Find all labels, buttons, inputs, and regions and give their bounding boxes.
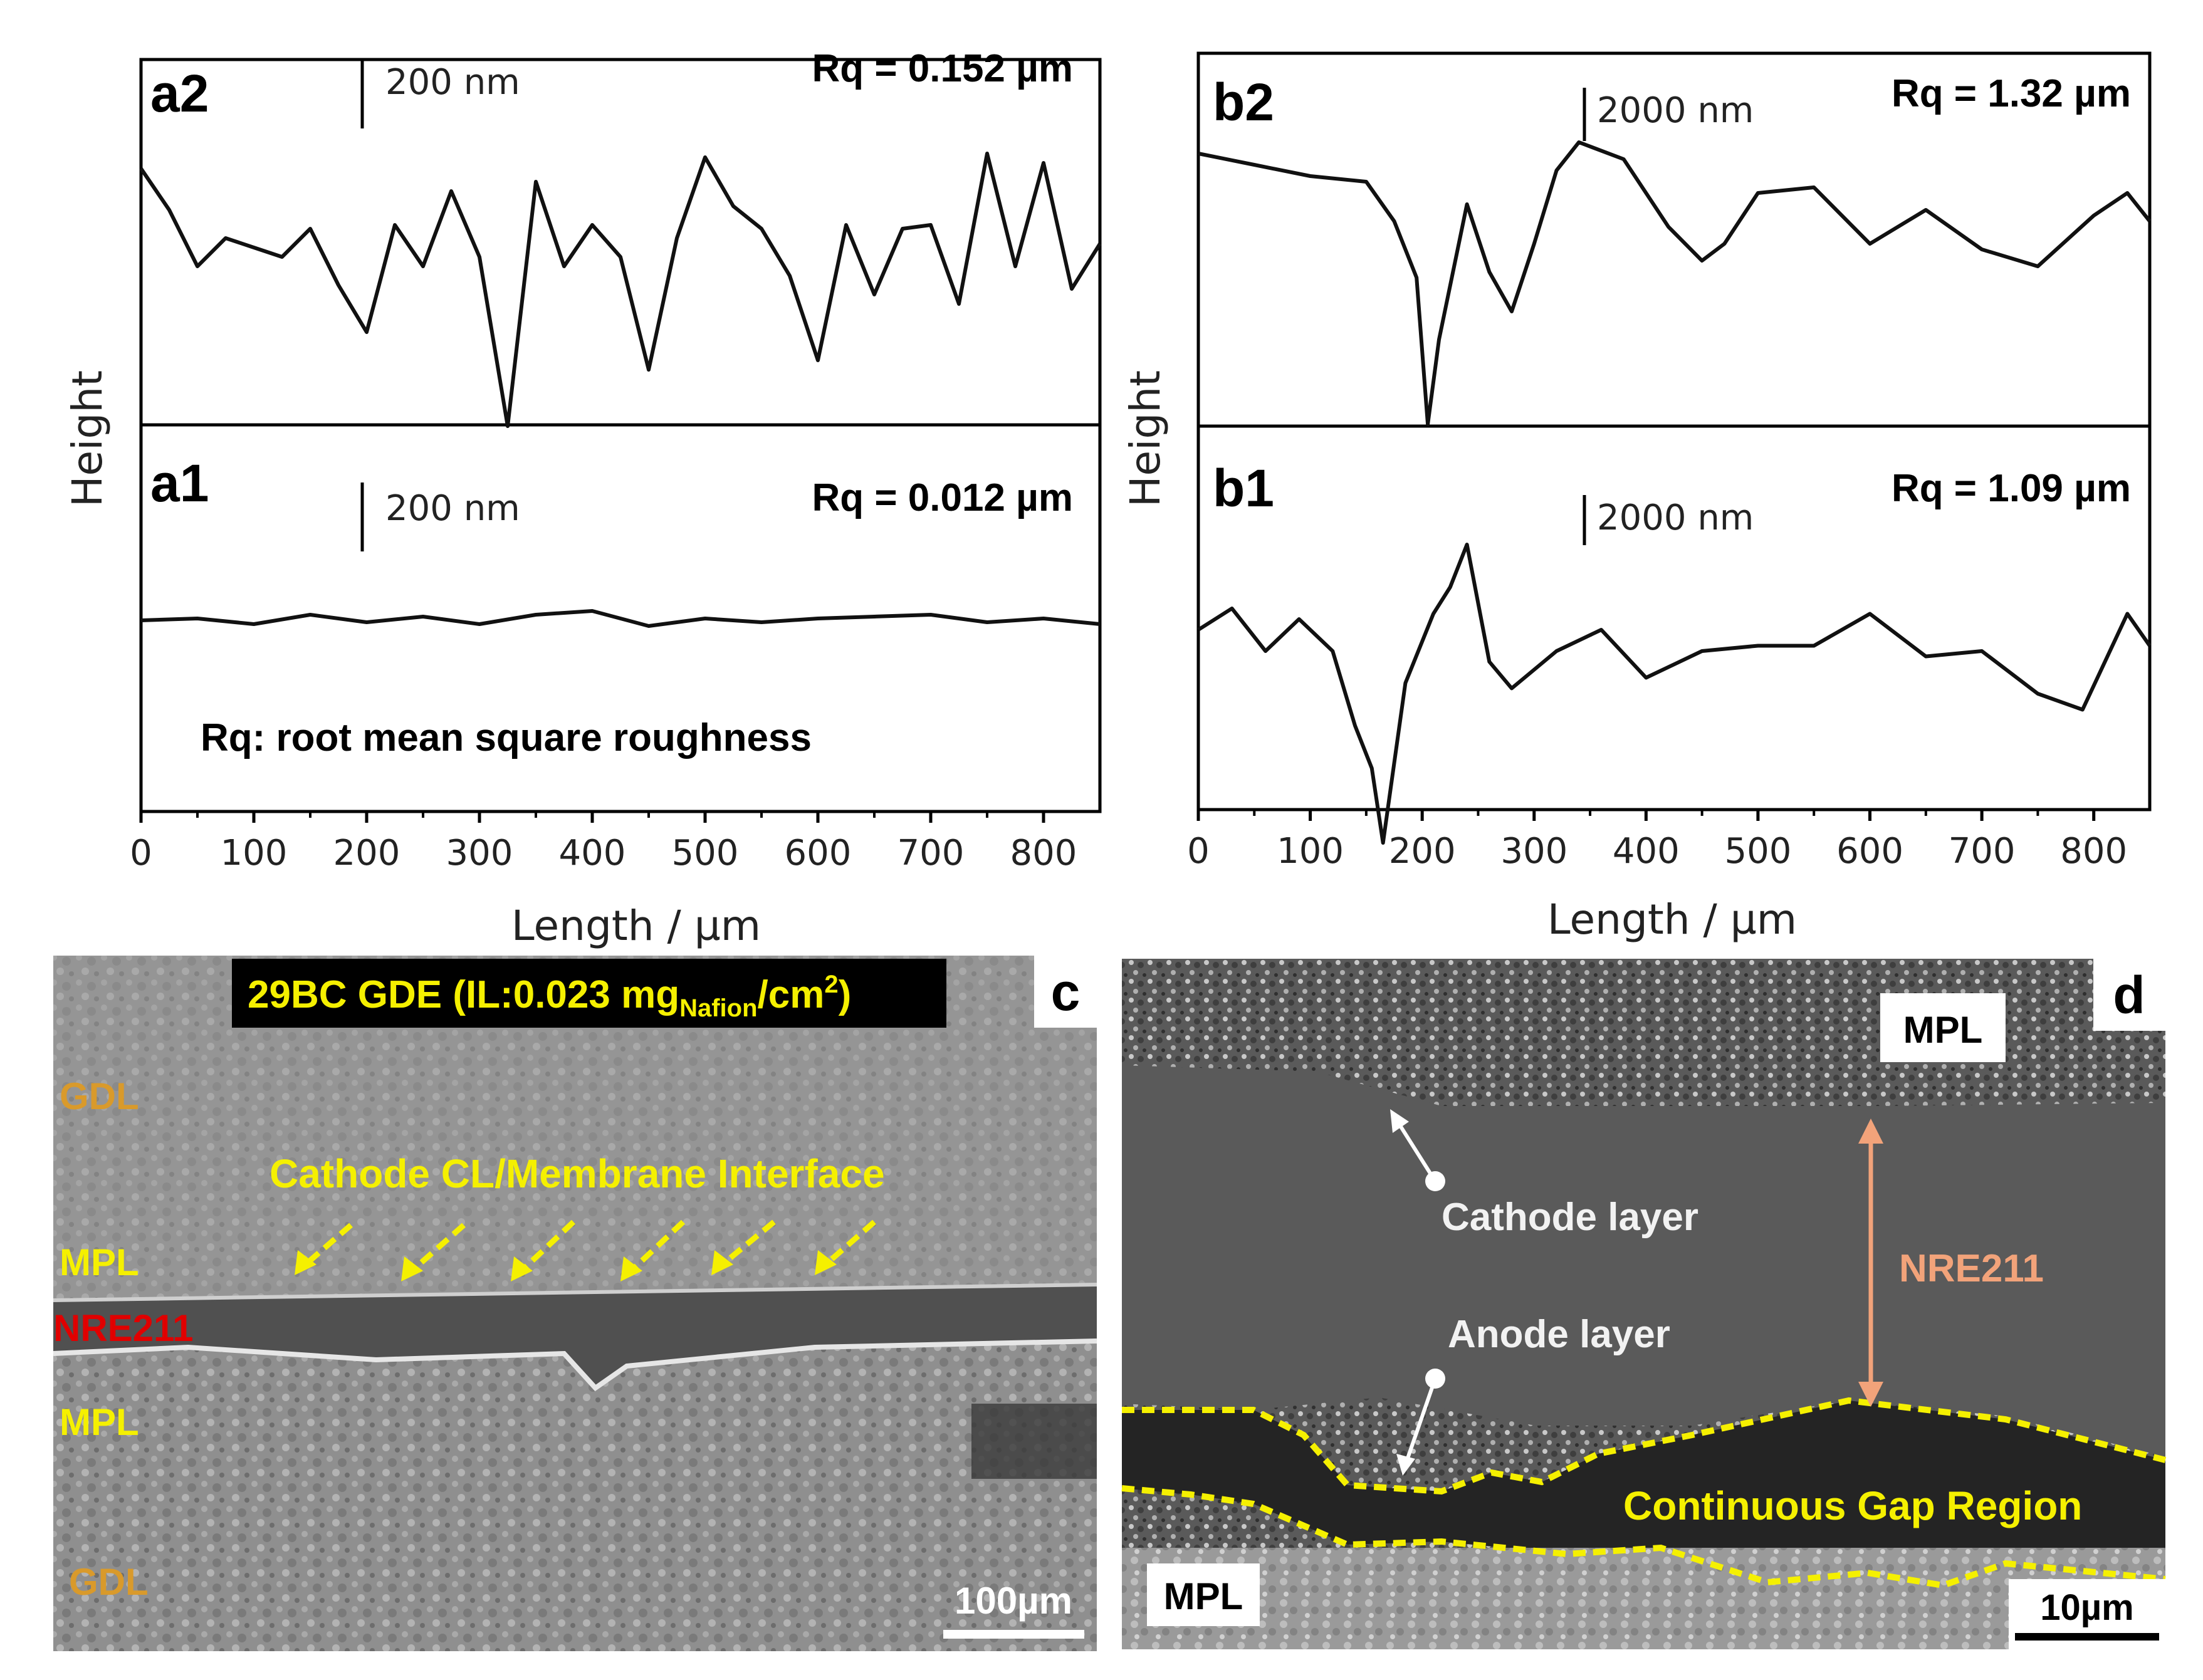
sem-d-gap-label: Continuous Gap Region	[1623, 1483, 2082, 1528]
sem-c-gdl-top: GDL	[60, 1075, 139, 1117]
x-tick-label: 300	[1500, 831, 1567, 872]
sem-d-mpl-bottom: MPL	[1164, 1575, 1243, 1617]
sem-c-interface-label: Cathode CL/Membrane Interface	[269, 1151, 885, 1196]
sem-d-scale-label: 10µm	[2040, 1587, 2134, 1628]
series-line-b1	[1197, 543, 2152, 845]
sem-d-gap-outline-bottom	[1121, 1485, 2166, 1589]
sem-c-membrane	[53, 1285, 1097, 1388]
x-tick-label: 200	[1389, 831, 1456, 872]
sem-c-panel-label-box	[1034, 956, 1097, 1028]
x-tick-label: 500	[672, 833, 739, 874]
rq-label-b2: Rq = 1.32 µm	[1892, 72, 2131, 115]
sem-d-cathode-dot	[1425, 1171, 1445, 1191]
plot-frame-a1	[139, 423, 1102, 813]
y-axis-label-a: Height	[63, 370, 112, 507]
sem-c-membrane-label: NRE211	[53, 1307, 193, 1349]
x-tick-label: 700	[1949, 831, 2016, 872]
panel-label-a2: a2	[150, 64, 209, 123]
sem-image-d: MPL d Cathode layer Anode layer NRE211 C…	[1121, 959, 2167, 1649]
sem-d-anode-dot	[1425, 1369, 1445, 1389]
scale-label-a2: 200 nm	[385, 62, 520, 103]
panel-label-b2: b2	[1213, 73, 1274, 132]
sem-c-arrow-heads	[295, 1250, 837, 1281]
rq-label-b1: Rq = 1.09 µm	[1892, 467, 2131, 510]
sem-c-interface-arrows	[302, 1219, 876, 1275]
panel-label-b1: b1	[1213, 459, 1274, 518]
sem-c-mpl-bottom: MPL	[60, 1401, 139, 1443]
sem-d-gap-region	[1122, 1401, 2165, 1585]
sem-d-membrane-label: NRE211	[1899, 1247, 2044, 1290]
sem-c-title-box	[232, 959, 946, 1028]
sem-d-anode-arrow	[1405, 1378, 1437, 1461]
x-tick-label: 400	[1613, 831, 1680, 872]
scale-label-b2: 2000 nm	[1597, 90, 1754, 131]
scale-label-a1: 200 nm	[385, 488, 520, 529]
sem-c-title: 29BC GDE (IL:0.023 mgNafion/cm2)	[248, 971, 851, 1022]
x-axis-label-b: Length / µm	[1547, 895, 1797, 944]
series-line-a2	[139, 152, 1102, 428]
sem-d-panel-label-box	[2093, 959, 2165, 1031]
x-axis-label-a: Length / µm	[511, 902, 761, 950]
x-tick-label: 0	[1187, 831, 1210, 872]
sem-c-lower-shadow	[971, 1404, 1097, 1479]
x-tick-label: 800	[1010, 833, 1077, 874]
x-axis-a: 0 100 200 300 400 500 600 700 800	[130, 811, 1077, 874]
x-tick-label: 100	[1277, 831, 1344, 872]
sem-d-gap-outline-top	[1122, 1397, 2167, 1495]
panel-label-a1: a1	[150, 454, 209, 513]
x-tick-label: 600	[785, 833, 852, 874]
scale-label-b1: 2000 nm	[1597, 498, 1754, 538]
x-tick-label: 700	[897, 833, 965, 874]
sem-d-mpl-bottom-box	[1147, 1563, 1260, 1626]
sem-d-cathode-arrowhead	[1390, 1109, 1409, 1133]
x-tick-label: 600	[1836, 831, 1903, 872]
panel-label-c: c	[1051, 963, 1081, 1021]
x-tick-label: 200	[333, 833, 400, 874]
x-tick-label: 500	[1724, 831, 1791, 872]
sem-c-gdl-bottom: GDL	[69, 1561, 149, 1603]
series-line-a1	[140, 609, 1101, 628]
sem-d-lower-texture	[1122, 1548, 2165, 1649]
plot-frame-a2	[139, 58, 1102, 427]
x-tick-label: 100	[221, 833, 288, 874]
x-tick-label: 800	[2060, 831, 2127, 872]
sem-d-thickness-arrowhead-top	[1858, 1119, 1883, 1144]
sem-c-scale-label: 100µm	[955, 1580, 1072, 1622]
sem-d-anode-label: Anode layer	[1448, 1313, 1670, 1356]
rq-label-a2: Rq = 0.152 µm	[812, 47, 1073, 90]
sem-d-anode-arrowhead	[1396, 1454, 1415, 1476]
chart-b: b2 b1 2000 nm 2000 nm Rq = 1.32 µm Rq = …	[1121, 51, 2152, 944]
sem-c-mpl-top: MPL	[60, 1241, 139, 1283]
series-line-b2	[1198, 140, 2152, 426]
sem-d-mpl-top-box	[1880, 993, 2006, 1062]
rq-label-a1: Rq = 0.012 µm	[812, 476, 1073, 519]
x-tick-label: 300	[446, 833, 513, 874]
plot-frame-b1	[1196, 424, 2152, 811]
sem-image-c: 29BC GDE (IL:0.023 mgNafion/cm2) c GDL M…	[53, 956, 1097, 1651]
sem-d-cathode-arrow	[1396, 1120, 1437, 1182]
sem-d-cathode-label: Cathode layer	[1442, 1196, 1698, 1239]
x-tick-label: 400	[559, 833, 626, 874]
rq-note: Rq: root mean square roughness	[201, 716, 812, 759]
x-axis-b: 0 100 200 300 400 500 600 700 800	[1187, 810, 2127, 872]
sem-c-membrane-top-edge	[53, 1283, 1097, 1302]
panel-label-d: d	[2113, 966, 2145, 1025]
sem-d-membrane	[1122, 1065, 2165, 1457]
x-tick-label: 0	[130, 833, 152, 874]
sem-c-membrane-edge	[53, 1338, 1097, 1392]
chart-a: a2 a1 200 nm 200 nm Rq = 0.152 µm Rq = 0…	[63, 47, 1102, 950]
sem-d-thickness-arrowhead-bottom	[1858, 1382, 1883, 1407]
y-axis-label-b: Height	[1121, 370, 1170, 507]
sem-d-mpl-top: MPL	[1903, 1009, 1983, 1051]
